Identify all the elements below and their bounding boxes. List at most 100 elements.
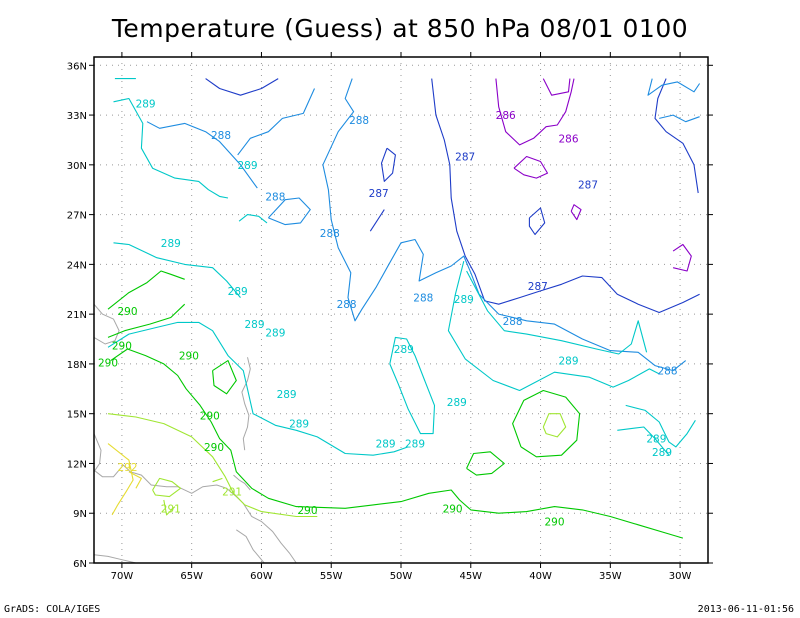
contour-line-289-18 [113, 97, 229, 199]
contour-label-289: 289 [265, 327, 285, 339]
contour-label-289: 289 [228, 286, 248, 298]
x-tick-label: 35W [599, 571, 622, 582]
contour-label-291: 291 [161, 503, 181, 515]
contour-line-290-28 [107, 303, 186, 338]
contour-label-286: 286 [496, 110, 516, 122]
contour-label-287: 287 [578, 180, 598, 192]
y-tick-label: 6N [73, 559, 87, 570]
contour-label-289: 289 [447, 397, 467, 409]
coastline-6 [233, 474, 251, 491]
contour-group [107, 78, 701, 539]
y-tick-label: 12N [67, 459, 87, 470]
y-tick-label: 15N [67, 410, 87, 421]
contour-label-290: 290 [117, 306, 137, 318]
coastline-5 [241, 357, 251, 451]
x-tick-label: 50W [390, 571, 413, 582]
contour-line-289-22 [447, 260, 660, 392]
contour-line-290-32 [212, 360, 237, 395]
x-tick-label: 30W [669, 571, 692, 582]
contour-label-289: 289 [652, 447, 672, 459]
contour-label-290: 290 [98, 357, 118, 369]
contour-label-288: 288 [211, 130, 231, 142]
contour-line-287-5 [205, 78, 279, 96]
contour-line-288-15 [659, 114, 700, 123]
contour-label-290: 290 [179, 351, 199, 363]
contour-label-289: 289 [376, 439, 396, 451]
contour-label-288: 288 [503, 316, 523, 328]
contour-label-289: 289 [646, 434, 666, 446]
y-tick-label: 33N [67, 111, 87, 122]
contour-line-287-9 [528, 207, 546, 236]
grid-lines [94, 57, 708, 563]
contour-label-289: 289 [244, 319, 264, 331]
contour-line-289-25 [617, 426, 670, 456]
contour-line-289-20 [107, 321, 409, 456]
contour-label-286: 286 [558, 133, 578, 145]
contour-line-288-16 [647, 78, 701, 96]
y-tick-label: 9N [73, 509, 87, 520]
contour-line-290-30 [512, 389, 581, 458]
contour-line-288-12 [322, 78, 687, 372]
footer-credit: GrADS: COLA/IGES [4, 604, 101, 615]
contour-line-289-26 [238, 214, 268, 224]
contour-line-291-34 [152, 477, 182, 498]
contour-label-288: 288 [349, 115, 369, 127]
contour-line-286-3 [672, 243, 692, 272]
contour-line-286-4 [570, 204, 582, 221]
x-tick-label: 65W [180, 571, 203, 582]
contour-line-289-23 [466, 270, 648, 355]
y-tick-label: 21N [67, 310, 87, 321]
contour-label-288: 288 [413, 293, 433, 305]
contour-line-286-2 [542, 78, 571, 96]
contour-label-289: 289 [161, 238, 181, 250]
contour-label-289: 289 [289, 419, 309, 431]
contour-label-287: 287 [528, 281, 548, 293]
contour-line-288-13 [146, 121, 258, 189]
contour-line-288-14 [267, 197, 311, 226]
contour-label-292: 292 [117, 462, 137, 474]
contour-label-287: 287 [369, 188, 389, 200]
contour-label-288: 288 [265, 191, 285, 203]
chart-title: Temperature (Guess) at 850 hPa 08/01 010… [111, 14, 689, 43]
tick-marks [89, 52, 713, 568]
x-tick-label: 60W [250, 571, 273, 582]
contour-line-289-19 [113, 242, 241, 298]
contour-line-290-31 [466, 451, 505, 476]
y-tick-label: 36N [67, 61, 87, 72]
contour-line-286-1 [513, 155, 549, 179]
y-tick-label: 30N [67, 161, 87, 172]
x-tick-label: 70W [111, 571, 134, 582]
contour-label-287: 287 [455, 152, 475, 164]
contour-label-290: 290 [544, 517, 564, 529]
contour-label-289: 289 [405, 439, 425, 451]
x-tick-label: 45W [459, 571, 482, 582]
y-tick-label: 24N [67, 260, 87, 271]
contour-label-291: 291 [222, 487, 242, 499]
contour-label-289: 289 [558, 356, 578, 368]
contour-label-289: 289 [394, 344, 414, 356]
contour-line-291-33 [107, 413, 318, 518]
contour-line-290-29 [110, 348, 684, 539]
contour-label-290: 290 [204, 442, 224, 454]
contour-line-289-21 [389, 336, 436, 435]
y-tick-label: 18N [67, 360, 87, 371]
contour-line-290-27 [107, 270, 185, 310]
contour-label-288: 288 [657, 366, 677, 378]
contour-line-292-39 [128, 471, 142, 489]
coastline-0 [94, 303, 120, 345]
coastline-3 [94, 554, 137, 563]
contour-label-289: 289 [237, 160, 257, 172]
y-tick-label: 27N [67, 211, 87, 222]
coastline-group [94, 303, 297, 563]
contour-line-291-35 [163, 499, 176, 516]
coastline-4 [236, 529, 265, 563]
contour-label-290: 290 [200, 410, 220, 422]
contour-line-286-0 [495, 78, 575, 146]
coastline-1 [94, 433, 102, 473]
contour-line-291-36 [542, 413, 567, 438]
contour-label-288: 288 [337, 299, 357, 311]
contour-line-292-38 [107, 443, 134, 516]
contour-line-287-10 [369, 209, 385, 232]
